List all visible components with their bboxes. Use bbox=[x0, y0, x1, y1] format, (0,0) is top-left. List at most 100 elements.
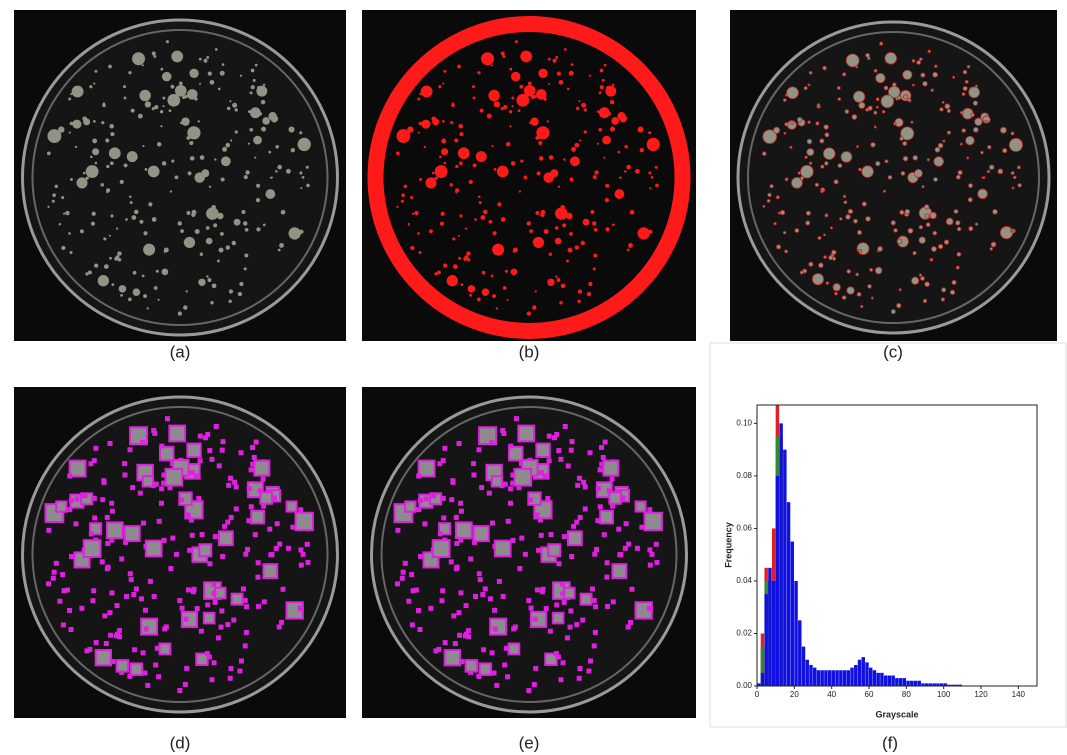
colony bbox=[655, 184, 659, 188]
colony-box bbox=[595, 518, 600, 523]
colony-box bbox=[91, 588, 96, 593]
colony bbox=[162, 97, 165, 100]
colony bbox=[574, 143, 579, 148]
colony-box bbox=[226, 483, 231, 488]
colony bbox=[468, 285, 476, 293]
x-tick-label: 140 bbox=[1012, 690, 1026, 699]
colony-box bbox=[616, 527, 621, 532]
colony bbox=[524, 175, 528, 179]
colony-box bbox=[267, 527, 272, 532]
colony bbox=[911, 121, 913, 123]
colony-box bbox=[604, 575, 609, 580]
colony bbox=[1013, 176, 1016, 179]
colony bbox=[198, 279, 205, 286]
y-tick-label: 0.06 bbox=[736, 524, 752, 533]
colony-box bbox=[110, 659, 115, 664]
colony bbox=[776, 245, 780, 249]
colony-box bbox=[583, 506, 588, 511]
colony-box bbox=[131, 592, 136, 597]
colony-box bbox=[500, 428, 505, 433]
colony bbox=[903, 156, 908, 161]
colony-box bbox=[492, 671, 497, 676]
colony bbox=[931, 89, 934, 92]
colony bbox=[611, 117, 619, 125]
colony bbox=[533, 95, 537, 99]
colony bbox=[511, 97, 514, 100]
colony bbox=[593, 253, 597, 257]
colony bbox=[856, 145, 858, 147]
colony bbox=[208, 71, 212, 75]
histogram-bar bbox=[843, 670, 846, 686]
colony-box bbox=[134, 586, 139, 591]
colony bbox=[785, 178, 788, 181]
colony-box bbox=[568, 625, 573, 630]
colony-box bbox=[577, 676, 582, 681]
colony-box bbox=[170, 536, 175, 541]
colony-box bbox=[204, 613, 215, 624]
colony bbox=[899, 289, 901, 291]
colony-box bbox=[100, 497, 105, 502]
colony bbox=[619, 177, 621, 179]
colony-box bbox=[654, 560, 659, 565]
histogram-bar bbox=[858, 660, 861, 686]
colony bbox=[483, 210, 488, 215]
colony bbox=[859, 168, 862, 171]
colony-box bbox=[566, 463, 571, 468]
colony bbox=[206, 275, 208, 277]
colony-box bbox=[57, 599, 62, 604]
colony bbox=[866, 53, 870, 57]
colony bbox=[501, 52, 505, 56]
colony bbox=[200, 155, 205, 160]
colony-box bbox=[219, 625, 224, 630]
colony-box bbox=[494, 683, 499, 688]
colony bbox=[474, 218, 477, 221]
colony bbox=[225, 143, 230, 148]
colony bbox=[55, 185, 58, 188]
colony bbox=[157, 142, 162, 147]
colony-box bbox=[100, 559, 105, 564]
colony bbox=[1000, 127, 1006, 133]
colony-box bbox=[143, 476, 153, 486]
colony bbox=[101, 121, 104, 124]
colony bbox=[533, 240, 538, 245]
colony bbox=[847, 287, 855, 295]
colony bbox=[535, 290, 537, 292]
x-tick-label: 60 bbox=[865, 690, 874, 699]
colony bbox=[800, 165, 813, 178]
colony-box bbox=[61, 622, 66, 627]
colony-box bbox=[621, 495, 626, 500]
colony bbox=[561, 283, 566, 288]
colony-box bbox=[654, 542, 659, 547]
colony-box bbox=[165, 416, 170, 421]
colony bbox=[218, 88, 221, 91]
colony-box bbox=[209, 457, 214, 462]
colony-box bbox=[93, 446, 98, 451]
colony-box bbox=[626, 542, 631, 547]
colony-box bbox=[92, 515, 97, 520]
colony-box bbox=[189, 518, 194, 523]
colony-box bbox=[261, 504, 266, 509]
colony bbox=[263, 84, 265, 86]
colony bbox=[614, 189, 624, 199]
colony bbox=[220, 71, 225, 76]
colony bbox=[68, 98, 71, 101]
colony bbox=[988, 145, 992, 149]
colony bbox=[410, 246, 414, 250]
colony-box bbox=[105, 541, 110, 546]
colony-box bbox=[630, 587, 635, 592]
colony-box bbox=[503, 482, 508, 487]
colony bbox=[897, 303, 901, 307]
x-tick-label: 40 bbox=[827, 690, 836, 699]
histogram-bar bbox=[835, 670, 838, 686]
colony bbox=[70, 251, 73, 254]
colony bbox=[82, 116, 87, 121]
colony-box bbox=[161, 473, 166, 478]
colony bbox=[954, 209, 958, 213]
colony bbox=[127, 151, 138, 162]
colony-box bbox=[477, 571, 482, 576]
colony bbox=[452, 102, 455, 105]
colony bbox=[132, 52, 145, 65]
colony bbox=[812, 274, 823, 285]
colony bbox=[299, 171, 302, 174]
colony bbox=[883, 190, 885, 192]
